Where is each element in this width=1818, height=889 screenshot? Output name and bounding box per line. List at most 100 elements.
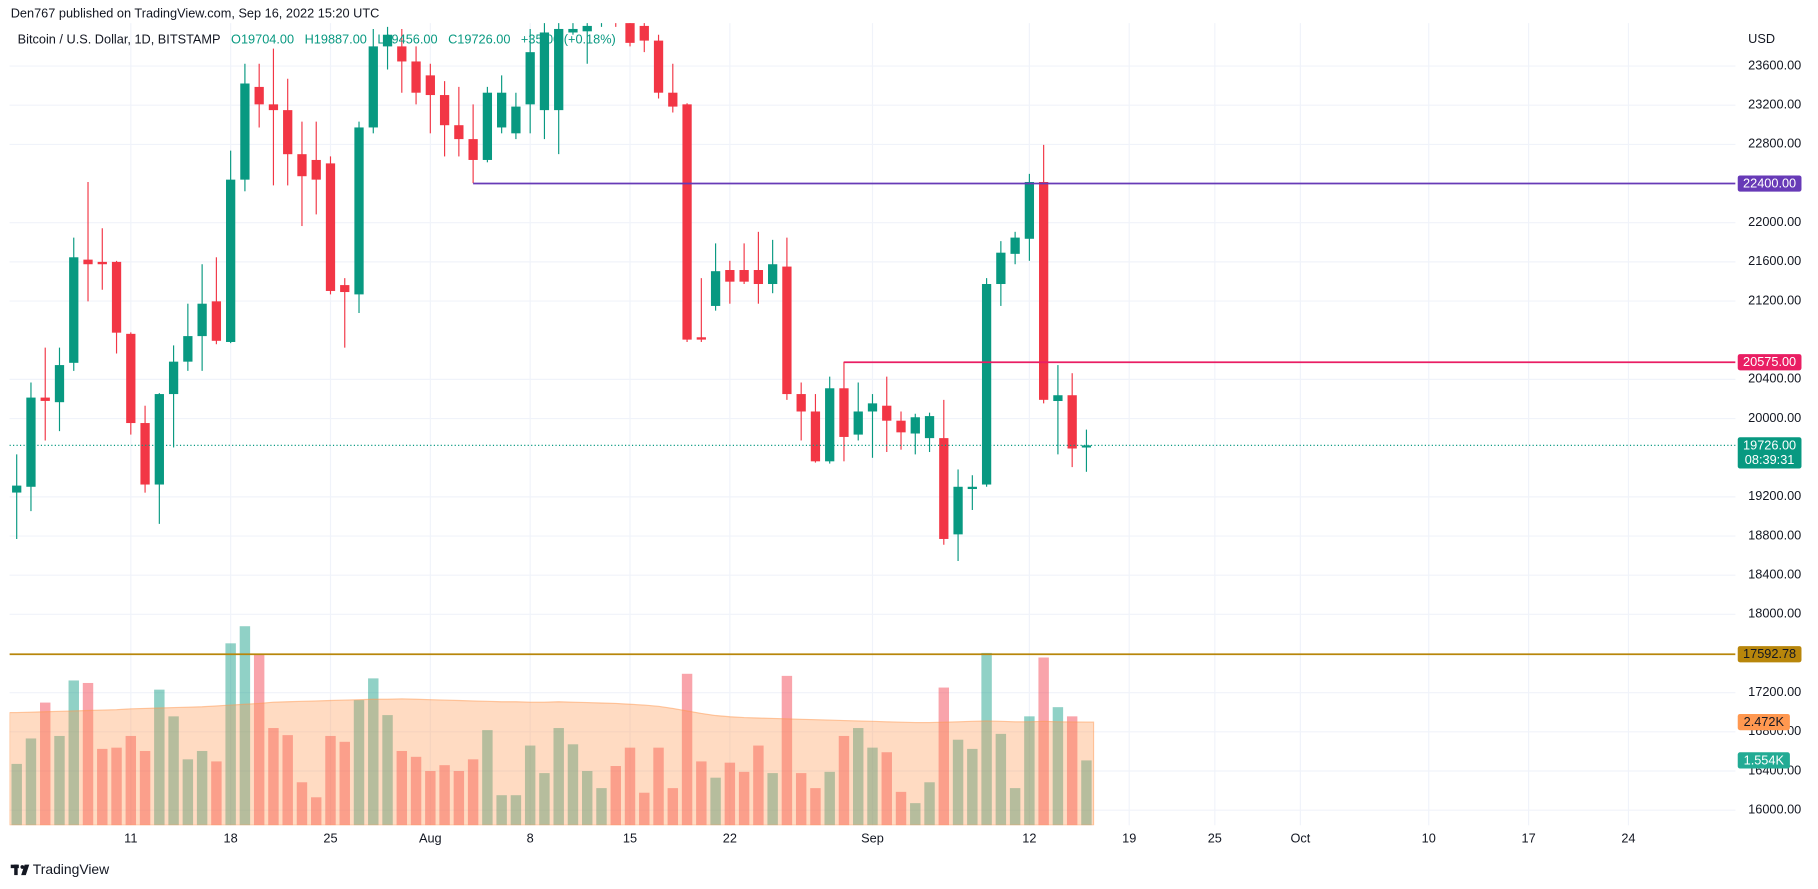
- volume-bar: [239, 626, 251, 826]
- y-tick-label: 23200.00: [1748, 97, 1801, 112]
- x-tick-label: Sep: [861, 831, 884, 846]
- candle-body: [168, 361, 179, 395]
- legend: Bitcoin / U.S. Dollar, 1D, BITSTAMP O197…: [18, 32, 616, 47]
- candle-body: [240, 83, 250, 180]
- candle-body: [40, 397, 50, 401]
- volume-bar: [54, 735, 65, 826]
- volume-bar: [696, 761, 707, 826]
- axes: 23600.00 23200.00 22800.00 22000.00 21600.00…: [124, 57, 1802, 846]
- brand: TradingView: [33, 861, 110, 877]
- volume-bar: [325, 735, 336, 826]
- volume-bar: [710, 777, 721, 826]
- candle-body: [967, 486, 977, 490]
- candle-body: [1039, 181, 1049, 400]
- candle-body: [1067, 395, 1077, 449]
- candle-body: [1010, 237, 1020, 254]
- level-label: 22400.00: [1743, 175, 1796, 190]
- volume-bar: [753, 745, 764, 826]
- volume-bar: [610, 766, 621, 826]
- candle-body: [397, 46, 407, 62]
- volume-bar: [582, 771, 593, 826]
- candle-body: [539, 32, 550, 111]
- candle-body: [54, 365, 65, 403]
- volume-bar: [767, 773, 778, 826]
- x-tick-label: 24: [1621, 831, 1635, 846]
- y-tick-label: 16000.00: [1748, 802, 1801, 817]
- candle-body: [825, 388, 835, 462]
- volume-bar: [624, 747, 636, 826]
- volume-bar: [353, 700, 365, 826]
- candle-body: [796, 394, 806, 412]
- y-tick-label: 22000.00: [1748, 214, 1801, 229]
- volume-bar: [410, 756, 422, 826]
- volume-bar: [524, 745, 536, 826]
- volume-bar: [168, 716, 179, 826]
- candle-body: [183, 336, 193, 362]
- volume-bar: [838, 735, 850, 826]
- x-tick-label: 18: [224, 831, 238, 846]
- candle-body: [782, 266, 792, 395]
- candle-body: [710, 271, 721, 306]
- volume-bar: [196, 750, 208, 826]
- candle-body: [582, 25, 592, 32]
- volume-bar: [781, 675, 793, 826]
- volume-bar: [425, 771, 436, 826]
- candle-body: [939, 438, 949, 539]
- candle-body: [325, 163, 336, 291]
- candle-body: [297, 154, 307, 177]
- volume-bar: [139, 750, 151, 826]
- last-price-bg: [1737, 437, 1802, 469]
- symbol: Bitcoin / U.S. Dollar, 1D, BITSTAMP: [18, 32, 221, 47]
- volume-bar: [824, 771, 835, 826]
- volume-bar: [453, 771, 465, 826]
- candle-body: [425, 75, 435, 96]
- volume-bar: [154, 689, 165, 826]
- x-tick-label: 8: [527, 831, 534, 846]
- candle-body: [996, 252, 1006, 285]
- publisher: Den767 published on TradingView.com, Sep…: [11, 5, 380, 20]
- volume-bar: [482, 730, 493, 826]
- candle-body: [668, 92, 678, 107]
- volume-bar: [667, 788, 679, 826]
- candle-body: [511, 106, 521, 134]
- ohlc-high: H19887.00: [305, 32, 367, 47]
- candle-body: [226, 179, 236, 342]
- volume-bar: [867, 747, 878, 826]
- last-price-label: 19726.00: [1743, 437, 1796, 452]
- candle-body: [867, 403, 878, 412]
- candle-body: [696, 337, 706, 340]
- grid: [9, 23, 1736, 826]
- y-tick-label: 20000.00: [1748, 410, 1801, 425]
- volume-bar: [596, 788, 607, 826]
- volume-bar: [1024, 716, 1035, 826]
- volume-bar: [681, 673, 693, 826]
- candle-body: [753, 270, 764, 285]
- candle-body: [725, 270, 735, 282]
- volume-bar: [111, 747, 122, 826]
- countdown: 08:39:31: [1745, 452, 1795, 467]
- volume-bar: [810, 788, 821, 826]
- volume-label-bg: [1737, 713, 1790, 731]
- candle-body: [497, 92, 507, 128]
- volume-bar: [268, 728, 279, 826]
- y-tick-label: 22800.00: [1748, 136, 1801, 151]
- volume-bar: [68, 680, 79, 826]
- candle-body: [411, 61, 421, 93]
- level-label-bg: [1737, 354, 1802, 371]
- volume-bar: [225, 643, 236, 826]
- volume-bar: [382, 715, 393, 826]
- candle-body: [154, 394, 164, 485]
- x-tick-label: 25: [1208, 831, 1222, 846]
- level-label-bg: [1737, 175, 1802, 192]
- volume-bar: [1066, 716, 1078, 826]
- y-tick-label: 17200.00: [1748, 684, 1801, 699]
- ohlc-low: L19456.00: [377, 32, 437, 47]
- volume-bar: [724, 762, 736, 826]
- y-tick-label: 23600.00: [1748, 57, 1801, 72]
- volume-bar: [795, 773, 807, 826]
- y-tick-label: 18000.00: [1748, 606, 1801, 621]
- candle-body: [111, 261, 122, 333]
- y-tick-label: 20400.00: [1748, 371, 1801, 386]
- candle-body: [197, 303, 207, 337]
- candle-body: [625, 23, 635, 43]
